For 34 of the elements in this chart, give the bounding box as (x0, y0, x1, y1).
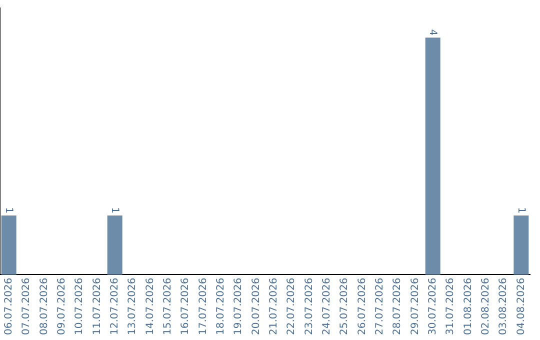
x-tick-label: 08.07.2026 (38, 278, 50, 336)
data-label: 1 (516, 207, 527, 214)
data-label: 1 (3, 207, 14, 214)
x-tick-label: 19.07.2026 (233, 278, 244, 336)
x-tick-label: 14.07.2026 (144, 278, 156, 336)
x-tick-label: 15.07.2026 (162, 278, 174, 336)
x-tick-label: 28.07.2026 (392, 278, 404, 336)
x-tick-label: 23.07.2026 (304, 278, 315, 336)
x-tick-label: 18.07.2026 (215, 278, 226, 336)
x-tick-label: 22.07.2026 (286, 278, 298, 336)
x-tick-label: 20.07.2026 (250, 278, 262, 336)
x-tick-label: 04.08.2026 (516, 278, 527, 336)
x-tick-label: 30.07.2026 (427, 278, 438, 336)
x-tick-label: 17.07.2026 (198, 278, 209, 336)
x-tick-label: 12.07.2026 (109, 278, 120, 336)
data-label: 4 (427, 29, 438, 36)
x-tick-label: 03.08.2026 (498, 278, 510, 336)
x-tick-label: 13.07.2026 (127, 278, 138, 336)
x-tick-label: 01.08.2026 (462, 278, 474, 336)
x-tick-label: 27.07.2026 (374, 278, 386, 336)
x-tick-label: 21.07.2026 (268, 278, 280, 336)
x-tick-label: 11.07.2026 (92, 278, 103, 336)
x-tick-label: 06.07.2026 (3, 278, 14, 336)
x-tick-label: 24.07.2026 (321, 278, 332, 336)
x-tick-label: 09.07.2026 (56, 278, 68, 336)
x-tick-label: 02.08.2026 (480, 278, 492, 336)
x-tick-label: 25.07.2026 (339, 278, 350, 336)
x-tick-label: 10.07.2026 (74, 278, 86, 336)
x-tick-label: 31.07.2026 (445, 278, 456, 336)
x-tick-label: 16.07.2026 (180, 278, 192, 336)
x-tick-label: 26.07.2026 (356, 278, 368, 336)
x-tick-label: 29.07.2026 (410, 278, 421, 336)
data-label: 1 (109, 207, 120, 214)
x-tick-label: 07.07.2026 (21, 278, 32, 336)
